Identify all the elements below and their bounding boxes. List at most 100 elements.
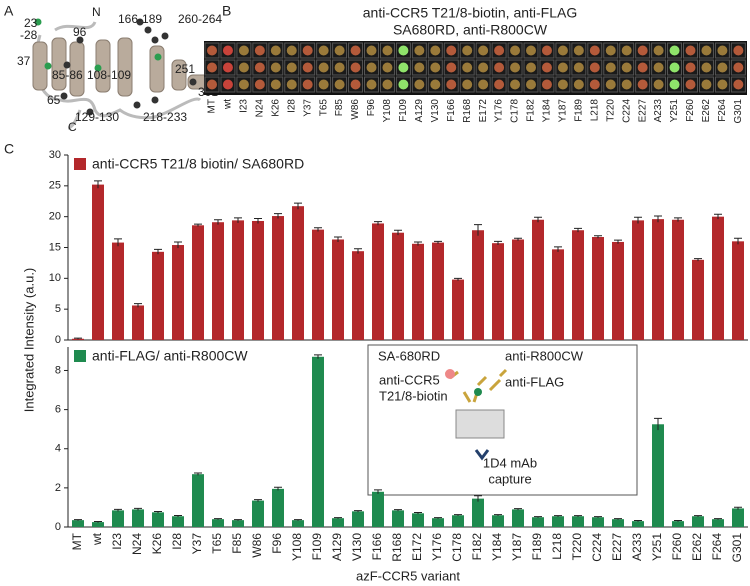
topology-label: 23 <box>24 16 38 30</box>
array-spot <box>446 79 457 90</box>
x-axis-label: azF-CCR5 variant <box>356 568 460 583</box>
error-bar <box>514 508 522 511</box>
bar <box>532 517 544 527</box>
array-spot <box>462 62 473 73</box>
array-spot <box>541 62 552 73</box>
x-tick-label: A129 <box>330 533 344 561</box>
error-bar <box>214 518 222 520</box>
array-spot <box>573 62 584 73</box>
bar <box>552 516 564 527</box>
bar <box>552 249 564 340</box>
error-bar <box>374 489 382 494</box>
bar <box>472 230 484 340</box>
array-label: R168 <box>462 99 473 123</box>
legend-swatch <box>74 158 86 170</box>
error-bar <box>634 520 642 522</box>
inset-label: 1D4 mAb <box>483 455 537 470</box>
array-spot <box>462 45 473 56</box>
array-spot <box>350 62 361 73</box>
array-label: Y251 <box>669 99 680 123</box>
array-spot <box>398 62 409 73</box>
topology-label: 85-86 <box>52 68 83 82</box>
error-bar <box>654 215 662 223</box>
array-spot <box>669 79 680 90</box>
error-bar <box>254 499 262 502</box>
x-tick-label: G301 <box>730 533 744 563</box>
bar <box>412 513 424 527</box>
error-bar <box>94 180 102 189</box>
x-tick-label: E262 <box>690 533 704 561</box>
bar <box>672 521 684 527</box>
array-label: N24 <box>254 99 265 118</box>
array-spot <box>685 79 696 90</box>
array-spot <box>557 45 568 56</box>
x-tick-label: R168 <box>390 533 404 562</box>
array-label: E262 <box>701 99 712 123</box>
bar <box>132 509 144 527</box>
topology-label: N <box>92 5 101 19</box>
bar <box>432 518 444 527</box>
bar <box>172 245 184 340</box>
bar <box>212 222 224 340</box>
panel-label: A <box>4 3 14 19</box>
array-spot <box>541 79 552 90</box>
array-spot <box>541 45 552 56</box>
error-bar <box>374 221 382 226</box>
array-spot <box>414 62 425 73</box>
inset-label: capture <box>488 471 531 486</box>
array-spot <box>717 62 728 73</box>
bar <box>612 519 624 527</box>
array-spot <box>398 79 409 90</box>
array-label: Y176 <box>494 99 505 123</box>
array-spot <box>446 62 457 73</box>
array-spot <box>366 45 377 56</box>
x-tick-label: Y184 <box>490 533 504 561</box>
bar <box>512 509 524 527</box>
array-spot <box>589 45 600 56</box>
error-bar <box>534 216 542 223</box>
bar <box>332 518 344 527</box>
bar <box>232 520 244 527</box>
array-label: MT <box>207 99 218 113</box>
array-spot <box>733 79 744 90</box>
error-bar <box>74 337 82 340</box>
error-bar <box>414 512 422 515</box>
array-spot <box>366 62 377 73</box>
array-spot <box>669 45 680 56</box>
array-label: F85 <box>334 99 345 117</box>
topology-label: 260-264 <box>178 12 222 26</box>
error-bar <box>634 216 642 224</box>
array-spot <box>478 45 489 56</box>
array-spot <box>637 45 648 56</box>
bar <box>92 522 104 527</box>
bar <box>732 508 744 527</box>
array-spot <box>222 62 233 73</box>
x-tick-label: F189 <box>530 533 544 561</box>
array-label: F189 <box>573 99 584 122</box>
error-bar <box>714 213 722 220</box>
x-tick-label: Y251 <box>650 533 664 561</box>
array-spot <box>382 79 393 90</box>
array-spot <box>350 45 361 56</box>
array-spot <box>318 62 329 73</box>
array-label: T220 <box>605 99 616 122</box>
array-spot <box>270 62 281 73</box>
bar <box>372 491 384 527</box>
array-spot <box>478 62 489 73</box>
bar <box>372 223 384 340</box>
array-spot <box>398 45 409 56</box>
legend-label: anti-FLAG/ anti-R800CW <box>92 348 248 364</box>
y-tick-label: 5 <box>55 303 61 315</box>
error-bar <box>734 506 742 510</box>
array-spot <box>605 45 616 56</box>
array-spot <box>557 79 568 90</box>
array-spot <box>494 62 505 73</box>
topology-label: 96 <box>73 25 87 39</box>
bar <box>112 510 124 527</box>
array-label: F166 <box>446 99 457 122</box>
array-label: Y108 <box>382 99 393 123</box>
array-spot <box>526 45 536 56</box>
array-spot <box>430 79 441 90</box>
x-tick-label: K26 <box>150 533 164 555</box>
y-tick-label: 30 <box>49 149 61 161</box>
